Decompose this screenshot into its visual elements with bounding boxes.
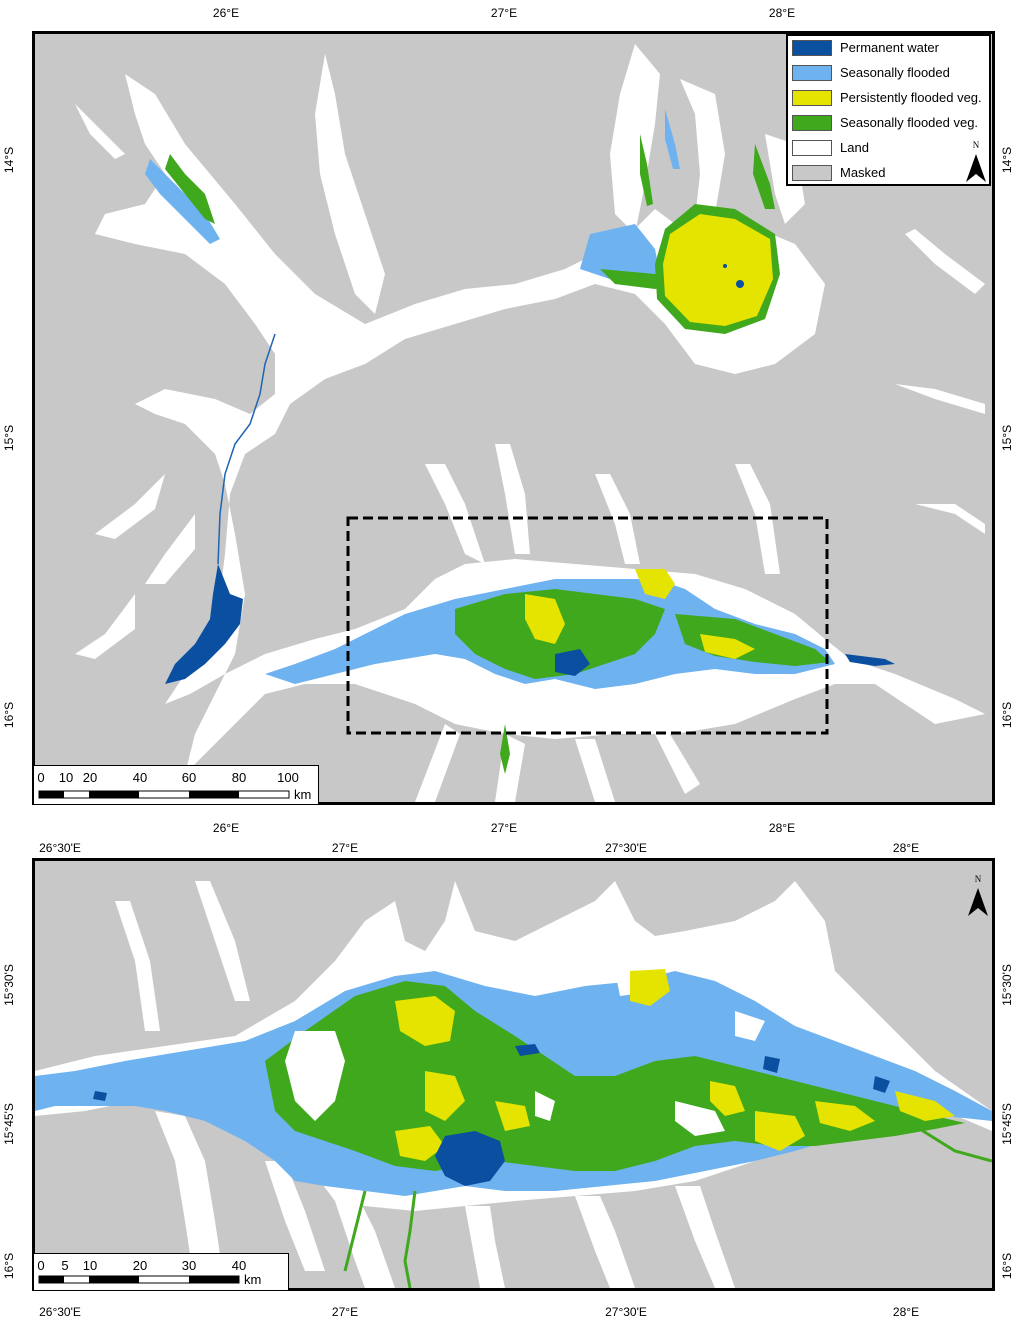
bottom-x-tick-top-27e: 27°E [331,841,359,855]
scale-number: 0 [37,770,45,785]
bottom-x-tick-bottom-28e: 28°E [892,1305,920,1319]
reservoir [165,564,243,684]
scale-number: 10 [58,770,74,785]
top-x-tick-top-28e: 28°E [768,6,796,20]
bottom-y-tick-left-1530s: 15°30'S [1,964,16,1006]
top-y-tick-left-15s: 15°S [2,424,17,452]
legend-label: Land [840,140,869,155]
top-y-tick-left-16s: 16°S [2,701,17,729]
inset-extent-box [346,516,829,735]
main-floodplain [265,569,895,774]
river [217,333,276,565]
map-legend: Permanent water Seasonally flooded Persi… [786,34,991,186]
top-y-tick-right-14s: 14°S [1000,146,1015,174]
vegetated-channels [343,1124,992,1288]
top-x-tick-bottom-28e: 28°E [768,821,796,835]
nw-wetland [145,154,220,244]
legend-swatch [792,115,832,131]
legend-label: Masked [840,165,886,180]
north-letter: N [972,140,980,150]
ne-wetland [580,109,780,334]
scale-number: 5 [61,1258,69,1273]
overview-scalebar: 0 10 20 40 60 80 100 km [33,765,319,805]
persistently-flooded-veg-patches [395,969,955,1161]
north-arrow-icon: N [964,140,988,184]
bottom-x-tick-bottom-2630e: 26°30'E [39,1305,81,1319]
legend-swatch [792,40,832,56]
scale-number: 80 [231,770,247,785]
scale-number: 40 [132,770,148,785]
bottom-x-tick-bottom-2730e: 27°30'E [605,1305,647,1319]
scale-number: 40 [231,1258,247,1273]
scale-number: 10 [82,1258,98,1273]
top-y-tick-right-16s: 16°S [1000,701,1015,729]
legend-label: Seasonally flooded [840,65,950,80]
legend-swatch [792,140,832,156]
north-arrow-icon: N [966,874,990,918]
detail-scalebar: 0 5 10 20 30 40 km [33,1253,289,1291]
scale-number: 60 [181,770,197,785]
scale-number: 0 [37,1258,45,1273]
detail-map-canvas [35,881,992,1288]
detail-map [32,858,995,1291]
top-y-tick-right-15s: 15°S [1000,424,1015,452]
bottom-y-tick-right-1530s: 15°30'S [999,964,1014,1006]
scale-number: 20 [82,770,98,785]
scale-number: 100 [277,770,299,785]
bottom-x-tick-top-2630e: 26°30'E [39,841,81,855]
bottom-y-tick-right-16s: 16°S [1000,1252,1015,1280]
scale-bar-segments [38,790,290,799]
top-x-tick-top-26e: 26°E [212,6,240,20]
legend-label: Seasonally flooded veg. [840,115,979,130]
bottom-y-tick-left-1545s: 15°45'S [1,1103,16,1145]
overview-map-canvas [75,44,985,802]
legend-label: Permanent water [840,40,939,55]
permanent-water-patches [93,1044,890,1186]
top-x-tick-bottom-27e: 27°E [490,821,518,835]
legend-swatch [792,65,832,81]
legend-swatch [792,90,832,106]
bottom-y-tick-left-16s: 16°S [2,1252,17,1280]
top-x-tick-top-27e: 27°E [490,6,518,20]
bottom-x-tick-bottom-27e: 27°E [331,1305,359,1319]
bottom-y-tick-right-1545s: 15°45'S [999,1103,1014,1145]
legend-swatch [792,165,832,181]
north-letter: N [974,874,982,884]
scale-unit: km [294,787,312,802]
scale-unit: km [244,1272,262,1287]
scale-number: 30 [181,1258,197,1273]
scale-number: 20 [132,1258,148,1273]
scale-bar-segments [38,1275,240,1284]
legend-label: Persistently flooded veg. [840,90,982,105]
bottom-x-tick-top-2730e: 27°30'E [605,841,647,855]
top-x-tick-bottom-26e: 26°E [212,821,240,835]
top-y-tick-left-14s: 14°S [2,146,17,174]
bottom-x-tick-top-28e: 28°E [892,841,920,855]
